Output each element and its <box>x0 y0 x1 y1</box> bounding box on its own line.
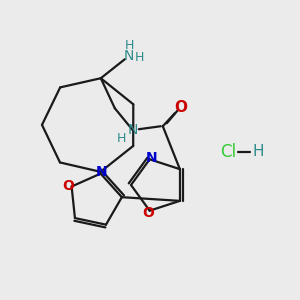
Text: N: N <box>128 123 138 137</box>
Text: H: H <box>135 51 145 64</box>
Text: H: H <box>125 39 134 52</box>
Text: H: H <box>252 145 264 160</box>
Text: O: O <box>174 100 187 115</box>
Text: O: O <box>63 178 75 193</box>
Text: H: H <box>117 132 127 145</box>
Text: N: N <box>96 165 107 178</box>
Text: Cl: Cl <box>220 143 236 161</box>
Text: O: O <box>143 206 154 220</box>
Text: N: N <box>124 49 134 63</box>
Text: N: N <box>146 151 158 165</box>
